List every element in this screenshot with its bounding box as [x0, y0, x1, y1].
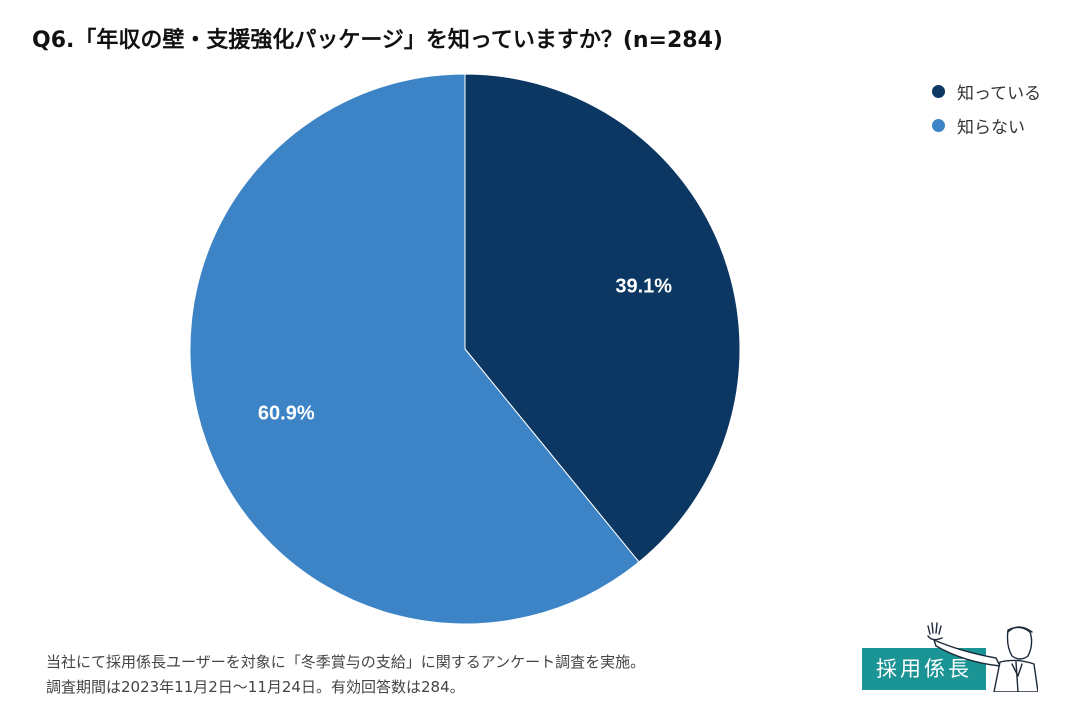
data-label-2: 60.9%	[258, 403, 315, 425]
footnote: 当社にて採用係長ユーザーを対象に「冬季賞与の支給」に関するアンケート調査を実施。…	[46, 650, 645, 700]
pie-slice-1	[464, 73, 741, 563]
legend-label: 知っている	[957, 83, 1042, 104]
legend-label: 知らない	[957, 117, 1025, 138]
pie-slice-2	[189, 73, 640, 625]
legend-swatch-icon	[932, 84, 945, 98]
chart-title: Q6.「年収の壁・支援強化パッケージ」を知っていますか？(n=284)	[32, 28, 723, 53]
logo-text: 採用係長	[876, 657, 972, 681]
footnote-line-1: 当社にて採用係長ユーザーを対象に「冬季賞与の支給」に関するアンケート調査を実施。	[46, 653, 646, 671]
legend-item-1: 知っている	[932, 74, 1041, 108]
waving-man-illustration-icon	[927, 622, 1038, 692]
chart-legend: 知っている 知らない	[932, 74, 1041, 142]
data-label-1: 39.1%	[615, 275, 672, 297]
pie-chart: 39.1% 60.9%	[189, 73, 741, 625]
legend-swatch-icon	[932, 118, 945, 132]
brand-logo: 採用係長	[862, 618, 1038, 692]
legend-item-2: 知らない	[932, 108, 1041, 142]
footnote-line-2: 調査期間は2023年11月2日〜11月24日。有効回答数は284。	[46, 678, 465, 696]
